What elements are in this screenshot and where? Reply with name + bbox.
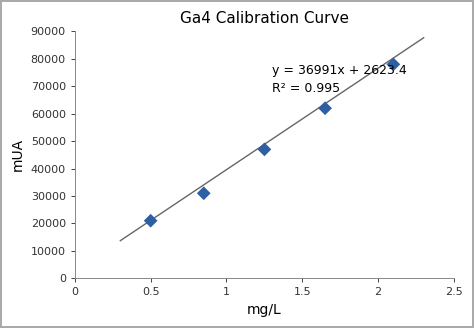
- Point: [200, 191, 208, 196]
- Point: [261, 147, 268, 152]
- Point: [390, 62, 397, 67]
- Title: Ga4 Calibration Curve: Ga4 Calibration Curve: [180, 11, 349, 26]
- Point: [321, 106, 329, 111]
- Point: [147, 218, 155, 223]
- Text: y = 36991x + 2623.4
R² = 0.995: y = 36991x + 2623.4 R² = 0.995: [272, 64, 407, 95]
- X-axis label: mg/L: mg/L: [247, 303, 282, 317]
- Y-axis label: mUA: mUA: [11, 138, 25, 172]
